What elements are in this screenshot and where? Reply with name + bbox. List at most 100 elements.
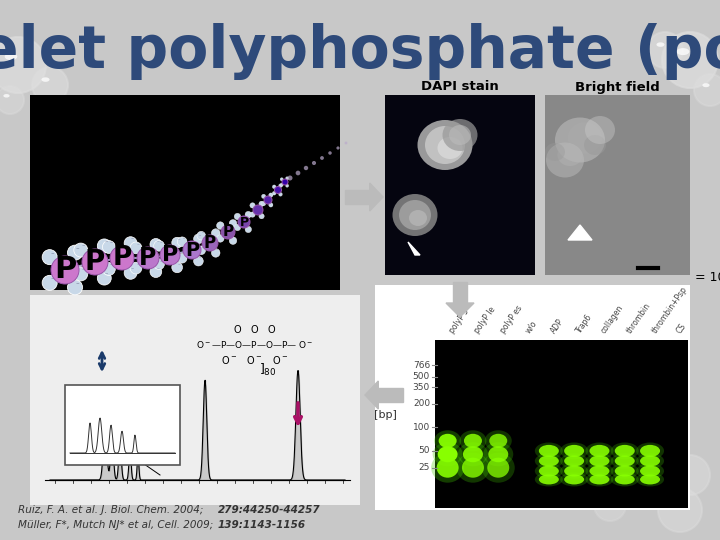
Bar — [30, 95, 340, 290]
Ellipse shape — [657, 42, 665, 47]
Ellipse shape — [636, 472, 664, 487]
Circle shape — [68, 280, 83, 295]
Circle shape — [245, 226, 251, 233]
Ellipse shape — [449, 125, 471, 145]
Text: ⁻: ⁻ — [50, 278, 54, 284]
Text: 500: 500 — [413, 373, 430, 381]
Text: collagen: collagen — [600, 303, 626, 335]
Circle shape — [658, 488, 702, 532]
Circle shape — [82, 249, 108, 275]
Text: P: P — [85, 248, 105, 276]
Ellipse shape — [615, 475, 635, 484]
Text: ⁻: ⁻ — [156, 240, 159, 245]
Text: 200: 200 — [413, 400, 430, 408]
Ellipse shape — [603, 498, 610, 502]
Circle shape — [197, 231, 205, 240]
Text: ⁻: ⁻ — [104, 241, 108, 246]
Circle shape — [124, 237, 137, 249]
Circle shape — [97, 239, 112, 253]
Bar — [30, 295, 360, 505]
Bar — [65, 385, 180, 465]
Ellipse shape — [670, 501, 680, 506]
Text: O$^-$—P—O—P—O—P— O$^-$: O$^-$—P—O—P—O—P— O$^-$ — [196, 340, 313, 350]
Circle shape — [286, 184, 289, 187]
Text: ⁻: ⁻ — [50, 252, 54, 258]
Ellipse shape — [535, 472, 563, 487]
Circle shape — [124, 266, 137, 279]
Circle shape — [253, 205, 263, 215]
Ellipse shape — [703, 83, 710, 87]
Circle shape — [272, 191, 276, 195]
Text: ⁻: ⁻ — [202, 232, 204, 237]
Circle shape — [212, 229, 220, 238]
Ellipse shape — [611, 463, 639, 479]
Bar — [378, 388, 403, 402]
Text: 279:44250-44257: 279:44250-44257 — [218, 505, 320, 515]
Text: ⁻: ⁻ — [216, 230, 218, 234]
Text: Platelet polyphosphate (polyP): Platelet polyphosphate (polyP) — [0, 24, 720, 80]
Text: ⁻: ⁻ — [177, 264, 180, 268]
Circle shape — [110, 246, 134, 270]
Text: 50: 50 — [418, 447, 430, 455]
Circle shape — [259, 201, 264, 206]
Circle shape — [68, 245, 83, 260]
Ellipse shape — [677, 48, 689, 55]
Ellipse shape — [482, 453, 515, 483]
Ellipse shape — [433, 442, 463, 466]
Ellipse shape — [585, 442, 613, 460]
Ellipse shape — [564, 475, 584, 484]
Circle shape — [336, 146, 340, 150]
Ellipse shape — [647, 438, 660, 445]
Ellipse shape — [545, 143, 565, 161]
Text: P: P — [54, 255, 76, 285]
Circle shape — [229, 220, 237, 227]
Text: ⁻: ⁻ — [199, 235, 201, 239]
Circle shape — [42, 249, 57, 265]
Ellipse shape — [458, 442, 488, 466]
Text: ⁻: ⁻ — [182, 238, 185, 242]
Ellipse shape — [539, 475, 559, 484]
Ellipse shape — [557, 144, 582, 166]
Text: ⁻: ⁻ — [104, 273, 108, 279]
Text: ⁻: ⁻ — [136, 244, 139, 248]
Circle shape — [153, 259, 164, 269]
Ellipse shape — [585, 472, 613, 487]
Ellipse shape — [462, 458, 484, 478]
Ellipse shape — [615, 465, 635, 476]
Bar — [345, 190, 369, 204]
Polygon shape — [568, 225, 592, 240]
Circle shape — [282, 179, 288, 185]
Circle shape — [261, 201, 266, 206]
Circle shape — [234, 224, 240, 231]
Text: $]_{80}$: $]_{80}$ — [258, 362, 276, 378]
Ellipse shape — [640, 475, 660, 484]
Ellipse shape — [490, 434, 508, 448]
Circle shape — [217, 222, 224, 230]
Ellipse shape — [615, 445, 635, 457]
Ellipse shape — [456, 453, 490, 483]
Circle shape — [670, 455, 710, 495]
Circle shape — [259, 213, 264, 219]
Circle shape — [42, 275, 57, 291]
Circle shape — [217, 235, 224, 242]
Ellipse shape — [634, 425, 639, 428]
Circle shape — [280, 183, 284, 186]
Ellipse shape — [431, 453, 464, 483]
Ellipse shape — [539, 445, 559, 457]
Ellipse shape — [535, 453, 563, 469]
Ellipse shape — [399, 200, 431, 230]
Circle shape — [269, 193, 273, 197]
Text: 139:1143-1156: 139:1143-1156 — [218, 520, 306, 530]
Ellipse shape — [4, 94, 9, 98]
Ellipse shape — [615, 455, 635, 467]
Text: ⁻: ⁻ — [202, 247, 204, 251]
Text: CS: CS — [675, 322, 688, 335]
Ellipse shape — [487, 458, 509, 478]
Ellipse shape — [590, 455, 609, 467]
Ellipse shape — [611, 442, 639, 460]
Circle shape — [662, 32, 718, 88]
Text: 100: 100 — [413, 423, 430, 432]
Ellipse shape — [443, 119, 477, 151]
Ellipse shape — [464, 434, 482, 448]
Ellipse shape — [535, 463, 563, 479]
